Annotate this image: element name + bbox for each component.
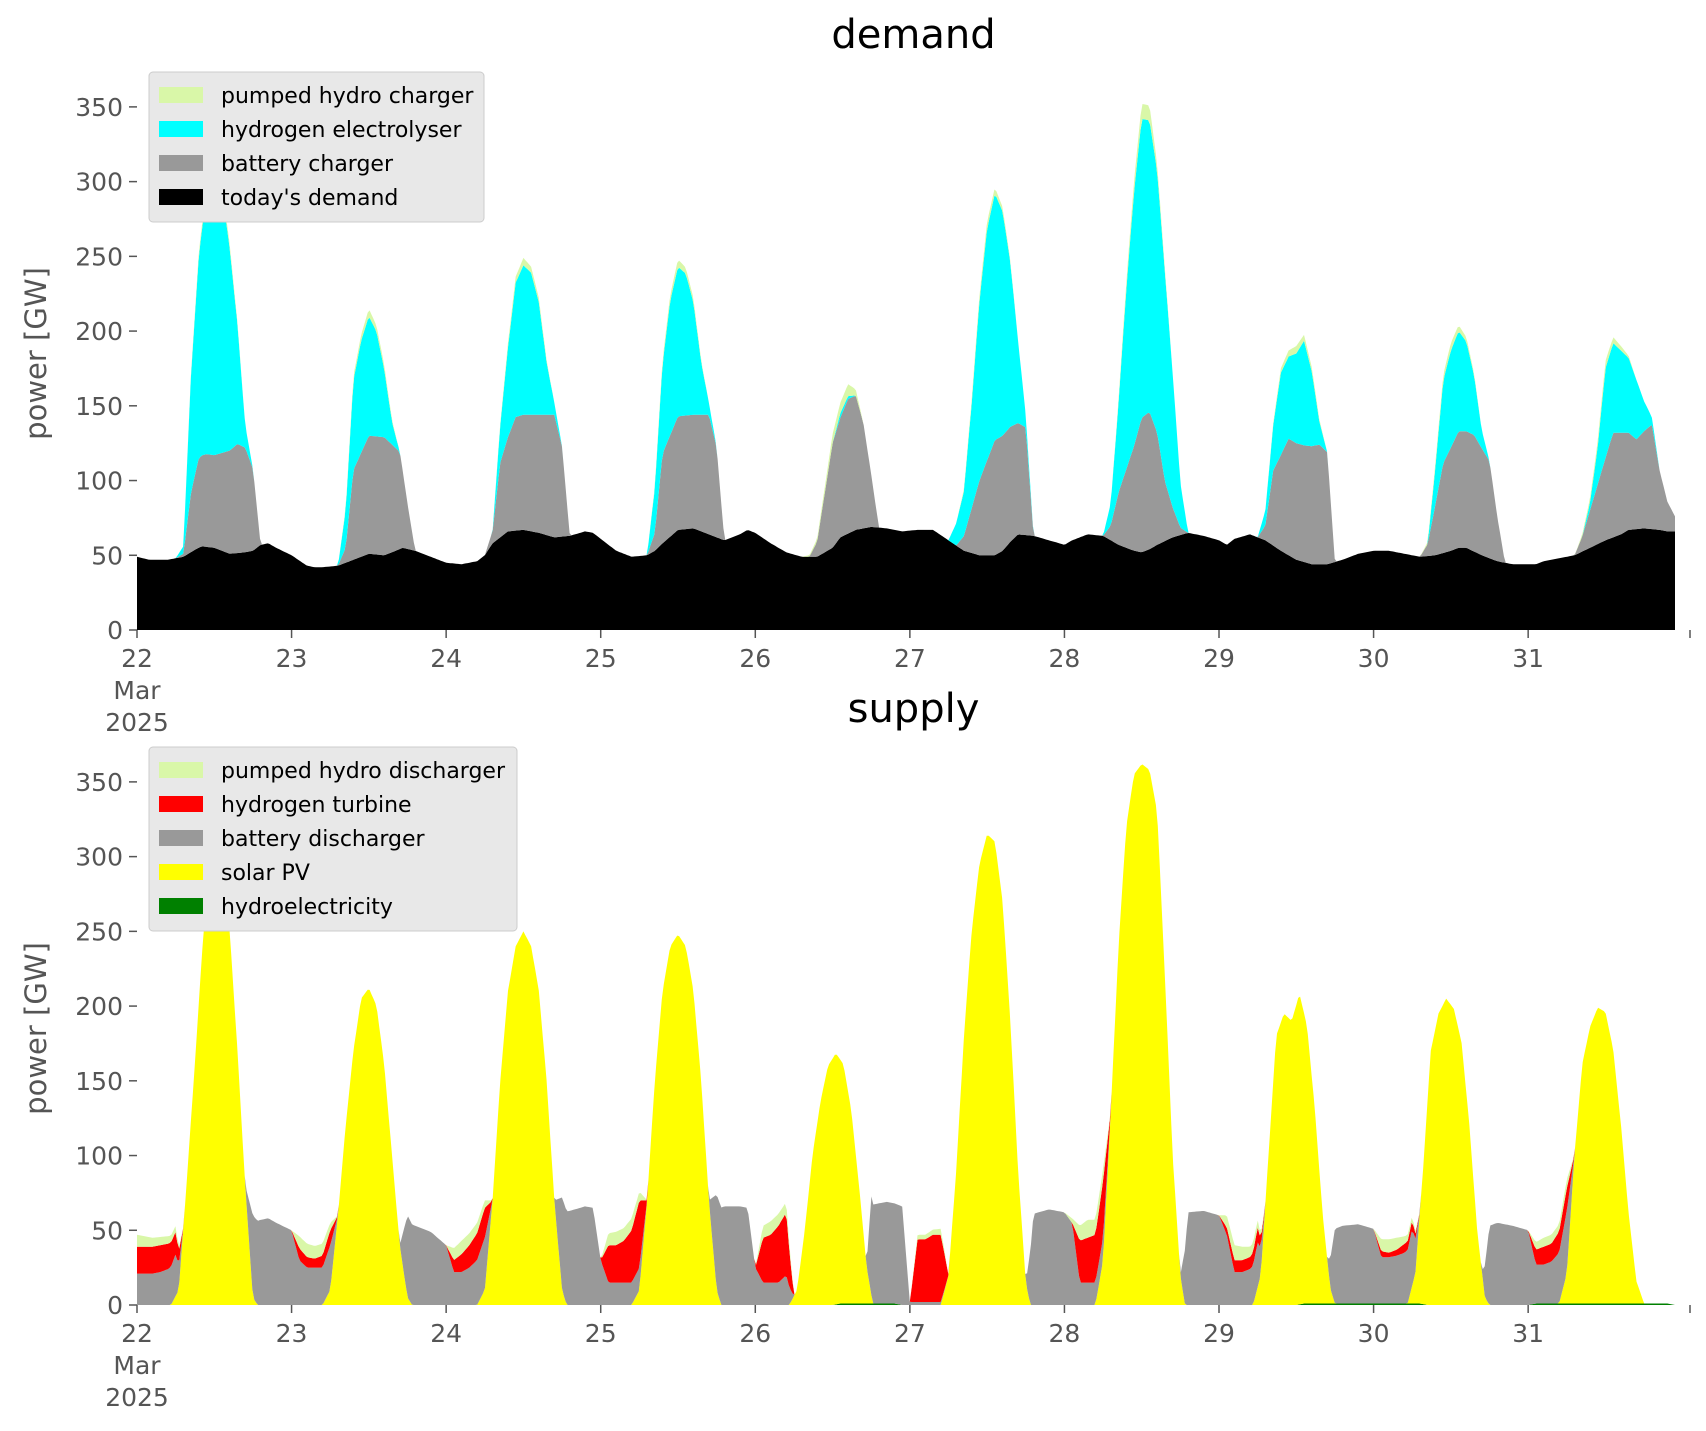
legend-box bbox=[148, 746, 518, 932]
x-tick-label: 30 bbox=[1358, 644, 1390, 673]
y-tick-label: 150 bbox=[75, 392, 123, 421]
x-tick-label: 28 bbox=[1049, 1319, 1081, 1348]
legend-box bbox=[148, 71, 485, 223]
legend-label: hydroelectricity bbox=[221, 895, 393, 920]
area-solar-pv bbox=[137, 764, 1675, 1305]
x-tick-label: 31 bbox=[1512, 644, 1544, 673]
legend: pumped hydro charger hydrogen electrolyse… bbox=[148, 71, 485, 223]
legend-label: pumped hydro discharger bbox=[221, 759, 506, 784]
legend-swatch bbox=[159, 87, 203, 103]
y-tick-label: 200 bbox=[75, 992, 123, 1021]
y-tick-label: 250 bbox=[75, 242, 123, 271]
legend-swatch bbox=[159, 864, 203, 880]
y-tick-label: 300 bbox=[75, 843, 123, 872]
x-tick-label: 30 bbox=[1358, 1319, 1390, 1348]
chart-title: demand bbox=[831, 12, 995, 58]
y-axis-label: power [GW] bbox=[19, 267, 53, 440]
x-tick-label: 2025 bbox=[105, 708, 169, 737]
legend-label: battery charger bbox=[221, 152, 394, 177]
y-tick-label: 50 bbox=[91, 541, 123, 570]
x-tick-label: 27 bbox=[894, 1319, 926, 1348]
chart-title: supply bbox=[848, 686, 980, 732]
y-tick-label: 50 bbox=[91, 1216, 123, 1245]
supply-panel: 0 50 100 150 200 250 300 350 22 Mar 2025 23 24 25 26 27… bbox=[19, 686, 1691, 1412]
y-tick-label: 200 bbox=[75, 317, 123, 346]
area-battery-charger bbox=[137, 396, 1675, 568]
x-tick-label: 2025 bbox=[105, 1383, 169, 1412]
x-tick-label: 28 bbox=[1049, 644, 1081, 673]
x-tick-label: 22 bbox=[121, 1319, 153, 1348]
x-tick-label: 24 bbox=[430, 1319, 462, 1348]
legend-label: hydrogen turbine bbox=[221, 793, 412, 818]
legend-swatch bbox=[159, 189, 203, 205]
legend-swatch bbox=[159, 121, 203, 137]
x-tick-label: 29 bbox=[1203, 1319, 1235, 1348]
x-tick-label: 22 bbox=[121, 644, 153, 673]
legend-label: battery discharger bbox=[221, 827, 426, 852]
legend-swatch bbox=[159, 762, 203, 778]
legend-swatch bbox=[159, 830, 203, 846]
x-tick-label: Mar bbox=[113, 676, 161, 705]
legend-swatch bbox=[159, 796, 203, 812]
y-tick-label: 350 bbox=[75, 93, 123, 122]
legend-label: pumped hydro charger bbox=[221, 84, 474, 109]
x-tick-label: 25 bbox=[585, 1319, 617, 1348]
x-tick-label: 27 bbox=[894, 644, 926, 673]
y-tick-label: 0 bbox=[107, 1291, 123, 1320]
legend-swatch bbox=[159, 155, 203, 171]
x-tick-label: 29 bbox=[1203, 644, 1235, 673]
x-tick-label: Mar bbox=[113, 1351, 161, 1380]
x-tick-label: 24 bbox=[430, 644, 462, 673]
legend-label: solar PV bbox=[221, 861, 310, 886]
y-tick-label: 150 bbox=[75, 1067, 123, 1096]
x-tick-label: 26 bbox=[739, 644, 771, 673]
y-tick-label: 100 bbox=[75, 467, 123, 496]
y-tick-label: 0 bbox=[107, 616, 123, 645]
legend-swatch bbox=[159, 898, 203, 914]
x-tick-label: 23 bbox=[276, 1319, 308, 1348]
x-tick-label: 31 bbox=[1512, 1319, 1544, 1348]
y-tick-label: 100 bbox=[75, 1142, 123, 1171]
demand-panel: 0 50 100 150 200 250 300 350 22 Mar 2025 23 24 25 26 27… bbox=[19, 12, 1691, 737]
y-axis-label: power [GW] bbox=[19, 942, 53, 1115]
y-tick-label: 250 bbox=[75, 917, 123, 946]
x-tick-label: 25 bbox=[585, 644, 617, 673]
x-tick-label: 23 bbox=[276, 644, 308, 673]
area-today-s-demand bbox=[137, 526, 1675, 630]
legend-label: hydrogen electrolyser bbox=[221, 118, 462, 143]
x-tick-label: 26 bbox=[739, 1319, 771, 1348]
area-hydroelectricity bbox=[137, 1303, 1675, 1305]
legend-label: today's demand bbox=[221, 186, 398, 211]
legend: pumped hydro discharger hydrogen turbine b… bbox=[148, 746, 518, 932]
area-battery-discharger bbox=[137, 764, 1675, 1305]
y-tick-label: 300 bbox=[75, 168, 123, 197]
y-tick-label: 350 bbox=[75, 768, 123, 797]
